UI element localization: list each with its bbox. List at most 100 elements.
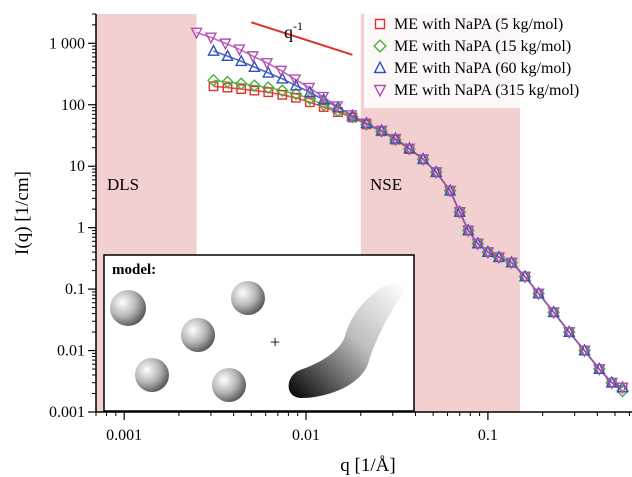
- data-point: [207, 44, 220, 56]
- x-tick-label: 0.1: [478, 427, 498, 444]
- data-point: [389, 133, 402, 146]
- data-point: [277, 89, 288, 100]
- wormlike-micelle-icon: [288, 284, 404, 398]
- data-point: [288, 74, 302, 87]
- sphere-icon: [181, 318, 215, 352]
- legend-entry: ME with NaPA (5 kg/mol): [374, 16, 563, 33]
- data-point: [453, 207, 466, 219]
- data-point: [375, 125, 388, 138]
- legend: ME with NaPA (5 kg/mol) ME with NaPA (15 …: [364, 10, 630, 108]
- data-point: [331, 100, 345, 113]
- sphere-icon: [212, 368, 246, 402]
- data-point: [291, 92, 301, 103]
- x-tick-label: 0.01: [292, 427, 320, 444]
- data-point: [462, 225, 475, 238]
- data-point: [373, 60, 387, 74]
- data-point: [578, 345, 591, 358]
- legend-background: [364, 10, 630, 108]
- data-point: [532, 288, 545, 301]
- data-point: [190, 27, 203, 40]
- inset-plus-sign: +: [270, 332, 280, 352]
- data-point: [289, 87, 303, 101]
- slope-label: q-1: [284, 19, 303, 42]
- y-tick-label: 0.01: [57, 343, 85, 360]
- legend-label: ME with NaPA (15 kg/mol): [394, 38, 571, 55]
- data-point: [374, 18, 386, 30]
- legend-entry: ME with NaPA (15 kg/mol): [373, 38, 571, 55]
- data-point: [275, 84, 289, 98]
- sphere-icon: [110, 290, 146, 326]
- data-point: [234, 77, 248, 91]
- inset-title: model:: [112, 262, 156, 278]
- y-tick-label: 1: [77, 220, 85, 237]
- y-tick-label: 0.001: [49, 404, 85, 421]
- data-point: [262, 65, 275, 78]
- data-point: [373, 84, 387, 98]
- data-point: [547, 307, 560, 320]
- data-point: [303, 85, 317, 98]
- model-inset: model: +: [103, 254, 415, 412]
- data-point: [274, 65, 288, 78]
- y-tick-label: 1 000: [49, 35, 85, 52]
- data-point: [481, 247, 495, 260]
- axes: 0.001 0.01 0.1 1 10 100 1 000 0.001 0.01 0.1 q [1/…: [12, 13, 632, 476]
- data-point: [430, 167, 443, 180]
- series-4: [190, 27, 629, 395]
- y-tick-label: 10: [69, 158, 85, 175]
- y-tick-label: 100: [61, 97, 85, 114]
- data-point: [593, 364, 606, 377]
- data-point: [236, 84, 247, 94]
- data-point: [222, 82, 233, 93]
- fit-line: [196, 31, 623, 389]
- x-axis-title: q [1/Å]: [340, 455, 395, 476]
- legend-label: ME with NaPA (5 kg/mol): [394, 16, 563, 33]
- data-point: [204, 32, 218, 45]
- slope-label-base: q: [284, 22, 293, 42]
- data-point: [304, 97, 315, 108]
- data-point: [246, 51, 260, 64]
- region-label-nse: NSE: [370, 175, 402, 194]
- y-axis-title: I(q) [1/cm]: [12, 171, 33, 255]
- data-point: [249, 85, 260, 96]
- data-point: [492, 252, 506, 265]
- data-point: [234, 54, 248, 67]
- data-point: [221, 75, 234, 89]
- data-point: [359, 118, 372, 131]
- data-point: [373, 39, 387, 53]
- data-point: [276, 71, 289, 84]
- x-tick-label: 0.001: [106, 427, 142, 444]
- data-point: [563, 327, 576, 340]
- sphere-icon: [135, 358, 169, 392]
- data-point: [260, 58, 274, 70]
- data-point: [416, 154, 430, 167]
- data-point: [330, 101, 344, 114]
- data-point: [518, 271, 532, 284]
- data-point: [233, 44, 246, 57]
- legend-entry: ME with NaPA (60 kg/mol): [373, 60, 571, 77]
- data-point: [403, 143, 416, 156]
- data-point: [221, 49, 234, 61]
- data-point: [443, 185, 457, 198]
- data-point: [344, 110, 358, 123]
- slope-annotation: q-1: [250, 19, 353, 56]
- region-label-dls: DLS: [107, 175, 139, 194]
- data-point: [208, 81, 219, 92]
- legend-label: ME with NaPA (60 kg/mol): [394, 60, 571, 77]
- y-tick-label: 0.1: [65, 281, 85, 298]
- sphere-icon: [231, 281, 265, 315]
- data-point: [605, 377, 618, 390]
- slope-line: [250, 21, 353, 56]
- data-point: [219, 38, 232, 51]
- legend-entry: ME with NaPA (315 kg/mol): [373, 82, 579, 99]
- data-point: [471, 238, 484, 251]
- data-point: [317, 98, 331, 112]
- data-point: [616, 382, 629, 395]
- data-point: [261, 81, 275, 95]
- data-points: [190, 27, 629, 398]
- data-point: [316, 91, 330, 104]
- data-point: [247, 79, 261, 93]
- legend-label: ME with NaPA (315 kg/mol): [394, 82, 579, 99]
- data-point: [289, 78, 303, 91]
- data-point: [248, 60, 261, 73]
